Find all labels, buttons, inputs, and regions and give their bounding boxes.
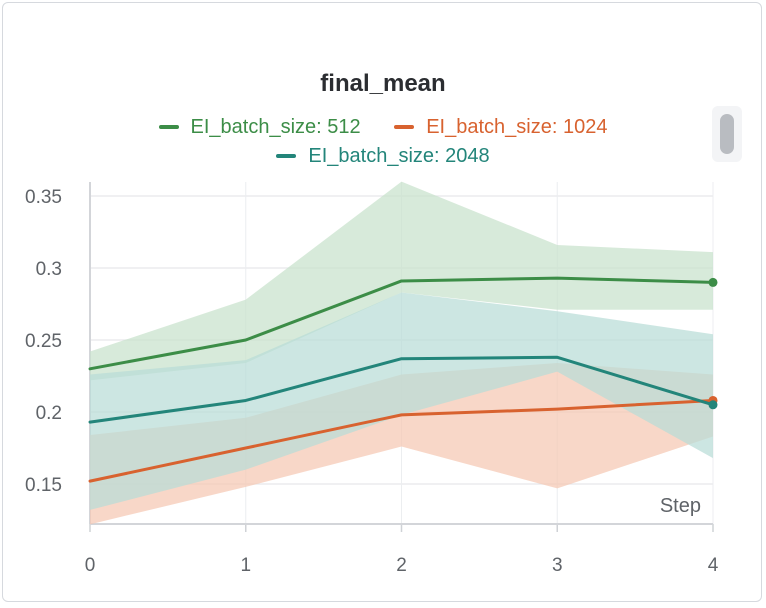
series-endpoint-2: [708, 400, 718, 410]
y-tick-label: 0.15: [25, 475, 62, 496]
legend-swatch-512: [158, 125, 179, 129]
y-tick-label: 0.35: [25, 187, 62, 208]
band-2: [90, 292, 713, 510]
legend-label-512: EI_batch_size: 512: [190, 115, 361, 138]
legend-swatch-1024: [394, 125, 415, 129]
x-axis-label: Step: [660, 495, 701, 517]
x-tick-label: 2: [396, 555, 407, 576]
band-1: [90, 363, 713, 525]
y-tick-label: 0.3: [36, 259, 62, 280]
chart-title: final_mean: [320, 70, 446, 97]
x-tick-label: 3: [552, 555, 563, 576]
legend-label-2048: EI_batch_size: 2048: [308, 144, 490, 167]
legend-item-512[interactable]: EI_batch_size: 512: [158, 115, 361, 139]
legend-row-2: EI_batch_size: 2048: [0, 141, 766, 168]
y-tick-label: 0.2: [36, 403, 62, 424]
series-endpoint-0: [708, 277, 718, 287]
x-tick-label: 1: [240, 555, 251, 576]
legend-label-1024: EI_batch_size: 1024: [426, 115, 608, 138]
x-tick-label: 4: [708, 555, 719, 576]
x-tick-label: 0: [85, 555, 96, 576]
legend-swatch-2048: [276, 154, 297, 158]
series-line-1: [88, 398, 715, 483]
legend-item-2048[interactable]: EI_batch_size: 2048: [276, 144, 490, 168]
legend-row-1: EI_batch_size: 512 EI_batch_size: 1024: [0, 112, 766, 139]
y-tick-label: 0.25: [25, 331, 62, 352]
legend-item-1024[interactable]: EI_batch_size: 1024: [394, 116, 607, 139]
series-line-2: [88, 355, 715, 424]
legend-scroll-thumb[interactable]: [720, 114, 734, 154]
series-line-0: [88, 276, 715, 371]
